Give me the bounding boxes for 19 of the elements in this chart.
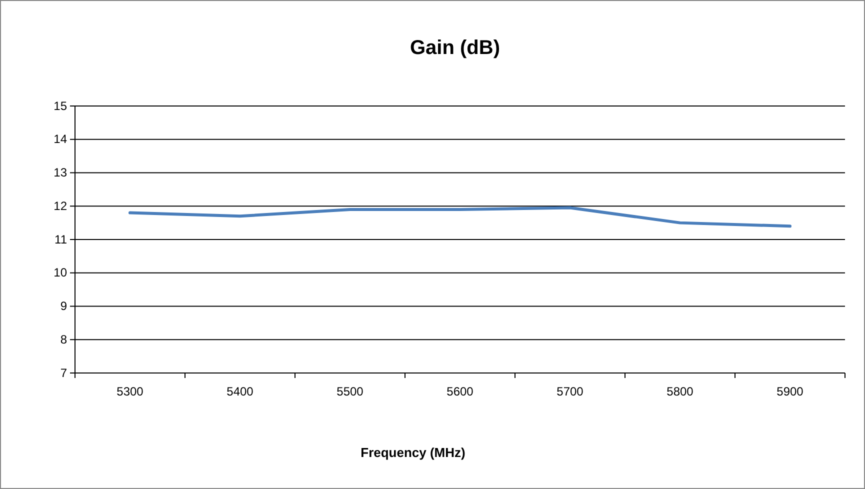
x-tick-label: 5700: [556, 384, 584, 399]
x-tick-label: 5900: [776, 384, 804, 399]
x-tick-label: 5500: [336, 384, 364, 399]
line-series: [128, 206, 792, 228]
x-axis-title: Frequency (MHz): [360, 445, 466, 460]
chart-title: Gain (dB): [410, 37, 500, 59]
x-tick-label: 5800: [666, 384, 694, 399]
y-tick-label: 11: [54, 232, 68, 246]
x-tick-label: 5400: [226, 384, 254, 399]
y-tick-label: 13: [54, 166, 68, 180]
y-tick-label: 14: [54, 132, 68, 146]
y-tick-label: 7: [60, 366, 68, 380]
x-tick-label: 5300: [116, 384, 144, 399]
y-tick-label: 12: [54, 198, 68, 213]
y-tick-label: 9: [60, 299, 68, 314]
y-tick-label: 10: [54, 266, 68, 280]
x-tick-label: 5600: [446, 384, 474, 399]
y-tick-label: 8: [60, 332, 68, 346]
y-tick-label: 15: [54, 98, 68, 113]
